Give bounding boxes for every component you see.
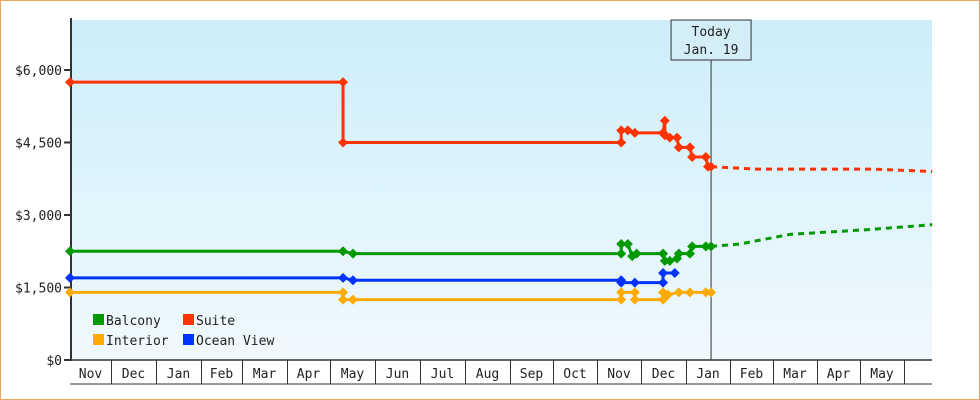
- y-tick-label: $1,500: [15, 282, 62, 297]
- month-label: Jan: [167, 367, 190, 382]
- legend-label: Ocean View: [196, 334, 274, 349]
- legend-swatch: [183, 314, 194, 325]
- suite-data-point: [338, 77, 349, 88]
- balcony-data-point: [631, 248, 642, 259]
- suite-data-point: [664, 132, 675, 143]
- month-label: Jul: [431, 367, 454, 382]
- y-tick-label: $4,500: [15, 137, 62, 152]
- suite-data-point: [684, 142, 695, 153]
- balcony-data-point: [338, 246, 349, 257]
- suite-data-point: [687, 152, 698, 162]
- month-label: Apr: [827, 367, 851, 382]
- ocean-view-data-point: [629, 277, 640, 288]
- suite-forecast-line: [710, 165, 933, 173]
- suite-data-point: [616, 137, 627, 148]
- legend-swatch: [93, 314, 104, 325]
- month-label: Feb: [210, 367, 234, 382]
- interior-data-point: [673, 287, 684, 298]
- suite-data-point: [706, 161, 717, 172]
- balcony-data-point: [706, 241, 717, 252]
- month-label: Oct: [563, 367, 586, 382]
- balcony-data-point: [664, 255, 675, 266]
- balcony-data-point: [658, 248, 669, 259]
- interior-data-point: [338, 294, 349, 305]
- month-label: Nov: [79, 367, 103, 382]
- balcony-data-point: [347, 248, 358, 259]
- interior-data-point: [616, 294, 627, 305]
- today-date: Jan. 19: [684, 43, 739, 58]
- today-label-box: [670, 19, 752, 61]
- suite-data-point: [616, 125, 627, 136]
- suite-data-point: [65, 77, 75, 88]
- ocean-view-data-point: [658, 277, 669, 288]
- balcony-data-point: [65, 246, 75, 257]
- month-label: Feb: [740, 367, 764, 382]
- suite-data-point: [672, 132, 682, 143]
- month-label: Sep: [520, 367, 544, 382]
- suite-data-point: [673, 142, 684, 153]
- balcony-data-point: [673, 248, 684, 259]
- month-label: Jun: [386, 367, 409, 382]
- month-label: Dec: [652, 367, 675, 382]
- interior-data-point: [700, 287, 711, 298]
- month-label: Mar: [783, 367, 807, 382]
- month-label: Aug: [476, 367, 499, 382]
- y-tick-label: $0: [46, 354, 62, 369]
- ocean-view-data-point: [65, 272, 75, 283]
- month-label: Nov: [607, 367, 631, 382]
- legend-swatch: [93, 334, 104, 345]
- ocean-view-data-point: [616, 277, 627, 288]
- interior-data-point: [338, 287, 349, 298]
- plot-area: [71, 20, 932, 360]
- ocean-view-data-point: [669, 268, 680, 278]
- interior-data-point: [663, 289, 673, 300]
- interior-data-point: [65, 287, 75, 298]
- balcony-data-point: [622, 239, 633, 249]
- interior-data-point: [616, 287, 627, 298]
- balcony-data-point: [627, 251, 638, 262]
- suite-data-point: [700, 152, 711, 162]
- interior-data-point: [347, 294, 358, 305]
- month-label: Jan: [696, 367, 719, 382]
- y-tick-label: $6,000: [15, 64, 62, 79]
- month-label: Apr: [297, 367, 321, 382]
- today-label: Today: [692, 25, 731, 40]
- interior-data-point: [629, 287, 640, 298]
- balcony-data-point: [684, 248, 695, 259]
- month-label: May: [870, 367, 894, 382]
- interior-data-point: [706, 287, 717, 298]
- ocean-view-data-point: [658, 268, 669, 278]
- legend-swatch: [183, 334, 194, 345]
- balcony-data-point: [687, 241, 698, 252]
- legend-label: Interior: [106, 334, 169, 349]
- legend-label: Suite: [196, 314, 235, 329]
- ocean-view-data-point: [347, 275, 358, 286]
- balcony-data-point: [616, 248, 627, 259]
- month-label: May: [341, 367, 365, 382]
- balcony-data-point: [700, 241, 711, 252]
- interior-data-point: [684, 287, 695, 298]
- suite-data-point: [659, 115, 670, 126]
- interior-data-point: [629, 294, 640, 305]
- suite-data-point: [338, 137, 349, 148]
- month-label: Mar: [253, 367, 277, 382]
- legend-label: Balcony: [106, 314, 161, 329]
- balcony-data-point: [616, 239, 627, 249]
- ocean-view-data-point: [338, 272, 349, 283]
- suite-data-point: [629, 127, 640, 138]
- y-tick-label: $3,000: [15, 209, 62, 224]
- balcony-forecast-line: [710, 223, 933, 248]
- month-label: Dec: [122, 367, 145, 382]
